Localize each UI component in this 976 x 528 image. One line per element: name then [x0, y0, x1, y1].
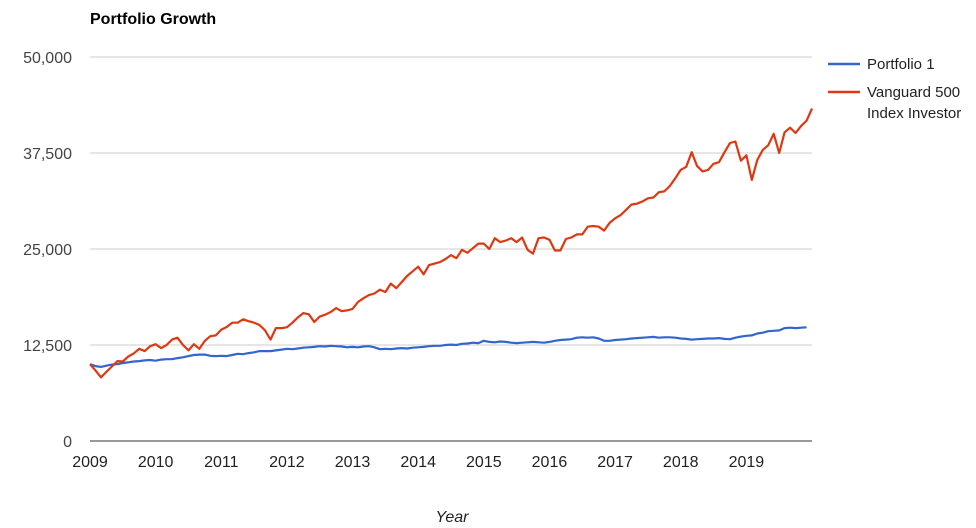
y-tick-label: 37,500 — [23, 146, 72, 163]
legend-label: Vanguard 500 Index Investor — [867, 84, 961, 122]
x-axis-ticks: 2009 2010 2011 2012 2013 2014 2015 2016 2017 2018… — [72, 454, 764, 471]
x-tick-label: 2010 — [138, 454, 174, 471]
x-tick-label: 2016 — [532, 454, 568, 471]
y-axis-ticks: 0 12,500 25,000 37,500 50,000 — [23, 50, 72, 451]
x-tick-label: 2009 — [72, 454, 108, 471]
y-tick-label: 12,500 — [23, 338, 72, 355]
series-lines — [89, 108, 814, 379]
x-tick-label: 2011 — [204, 454, 239, 471]
legend: Portfolio 1 Vanguard 500 Index Investor — [828, 56, 961, 122]
x-tick-label: 2013 — [335, 454, 371, 471]
x-tick-label: 2019 — [729, 454, 765, 471]
series-line-1 — [89, 326, 807, 368]
chart-title: Portfolio Growth — [90, 11, 216, 28]
x-tick-label: 2018 — [663, 454, 699, 471]
x-tick-label: 2014 — [400, 454, 436, 471]
y-tick-label: 0 — [63, 434, 72, 451]
series-line-2 — [89, 108, 814, 379]
y-tick-label: 50,000 — [23, 50, 72, 67]
x-tick-label: 2012 — [269, 454, 305, 471]
x-tick-label: 2015 — [466, 454, 502, 471]
legend-label: Portfolio 1 — [867, 56, 935, 73]
x-tick-label: 2017 — [597, 454, 633, 471]
gridlines — [90, 56, 812, 346]
y-tick-label: 25,000 — [23, 242, 72, 259]
x-axis-label: Year — [436, 509, 470, 526]
